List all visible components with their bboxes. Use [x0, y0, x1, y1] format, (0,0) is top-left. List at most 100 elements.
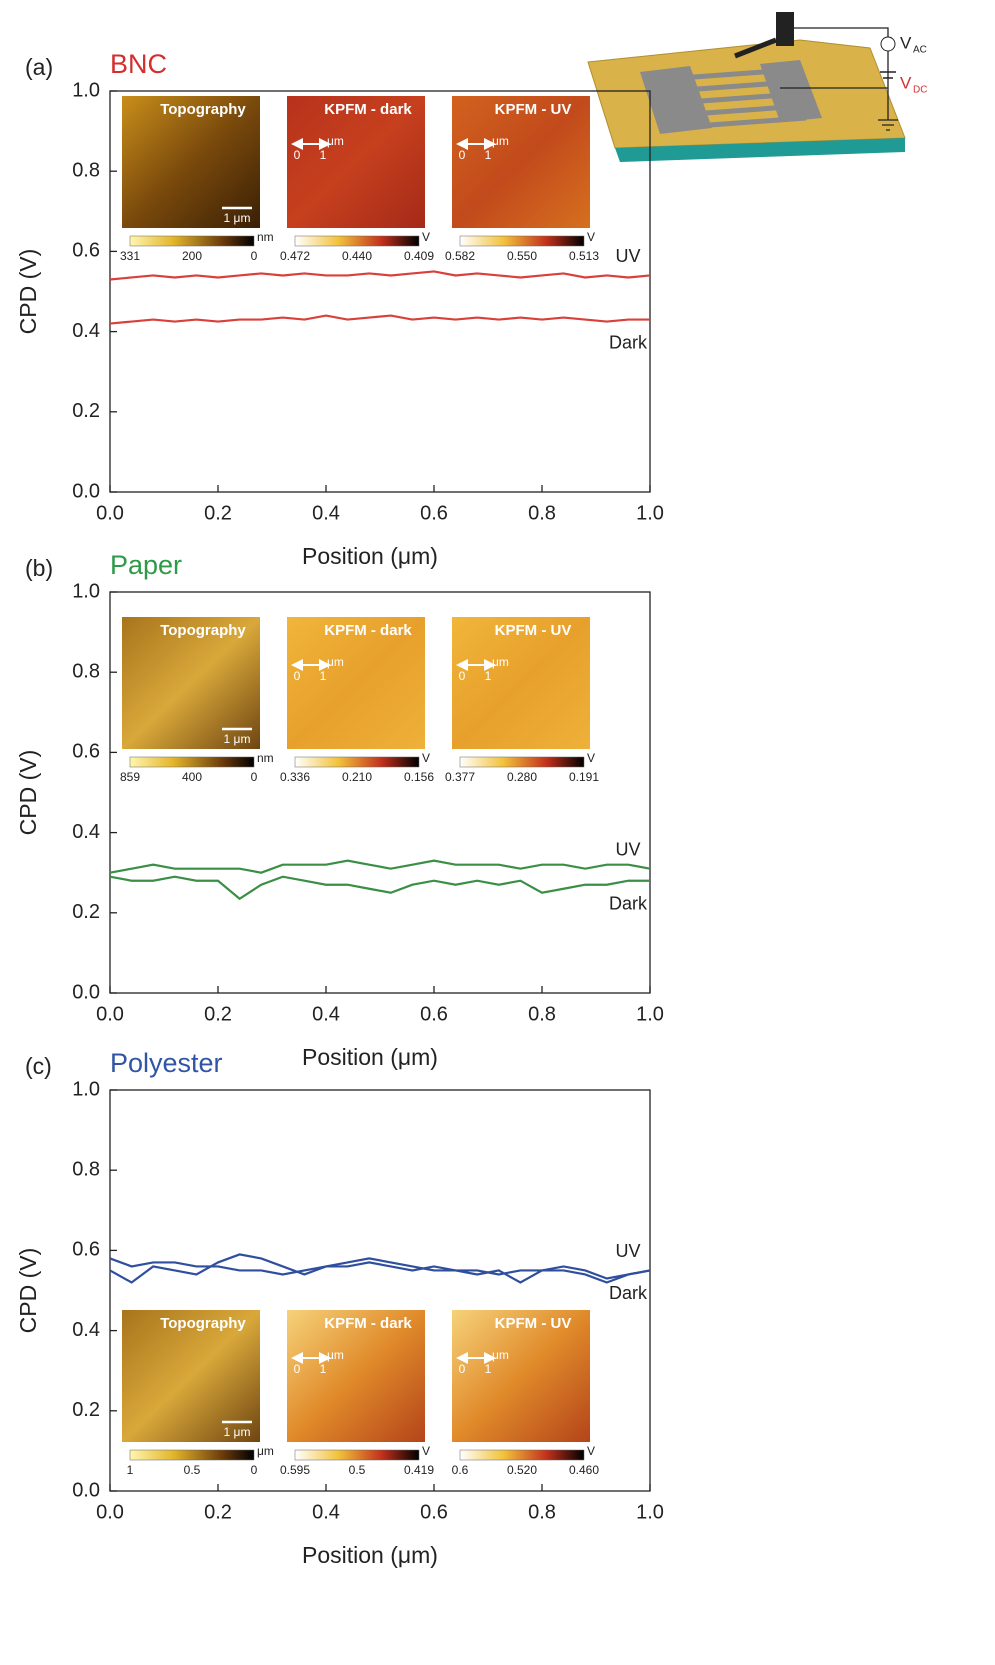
x-tick-label: 0.8: [528, 1501, 556, 1523]
colorbar-label: 0.419: [404, 1463, 434, 1477]
inset-title: KPFM - UV: [495, 101, 572, 118]
colorbar: [294, 1449, 420, 1461]
colorbar-unit: V: [587, 230, 595, 244]
arrow-label: 1: [485, 1362, 492, 1376]
colorbar-label: 859: [120, 770, 140, 784]
panel-title: BNC: [110, 49, 167, 79]
y-tick-label: 0.8: [72, 1158, 100, 1180]
inset-title: KPFM - dark: [324, 622, 412, 639]
series-label: UV: [615, 839, 640, 859]
colorbar: [129, 756, 255, 768]
scale-label: 1 μm: [224, 211, 251, 225]
colorbar-unit: nm: [257, 751, 274, 765]
panel-label: (b): [25, 555, 53, 581]
x-tick-label: 0.4: [312, 1003, 340, 1025]
colorbar-label: 0.513: [569, 249, 599, 263]
colorbar-label: 0: [251, 1463, 258, 1477]
colorbar-label: 0.460: [569, 1463, 599, 1477]
arrow-label: μm: [327, 655, 344, 669]
inset-image: [122, 617, 260, 749]
inset-title: KPFM - dark: [324, 1315, 412, 1332]
x-tick-label: 1.0: [636, 502, 664, 524]
panel: (b) Paper Topography 1 μm 859 400 0 nm KPFM - da…: [15, 550, 664, 1070]
x-tick-label: 1.0: [636, 1501, 664, 1523]
y-tick-label: 0.2: [72, 1399, 100, 1421]
y-tick-label: 0.8: [72, 159, 100, 181]
panel-title: Polyester: [110, 1048, 223, 1078]
x-tick-label: 0.0: [96, 1003, 124, 1025]
panel-label: (c): [25, 1053, 52, 1079]
arrow-label: 0: [294, 148, 301, 162]
colorbar: [459, 756, 585, 768]
arrow-label: 0: [294, 1362, 301, 1376]
arrow-label: 1: [485, 669, 492, 683]
colorbar-label: 331: [120, 249, 140, 263]
inset-image: [287, 1310, 425, 1442]
colorbar-label: 0.5: [184, 1463, 201, 1477]
series-label: Dark: [609, 1283, 648, 1303]
fingers: [679, 67, 807, 129]
arrow-label: 0: [459, 669, 466, 683]
colorbar-label: 0.409: [404, 249, 434, 263]
vac-label: V: [900, 33, 912, 52]
dc-source: [880, 71, 896, 79]
arrow-label: 0: [294, 669, 301, 683]
inset-image: [287, 617, 425, 749]
panel-label: (a): [25, 54, 53, 80]
arrow-label: 1: [320, 669, 327, 683]
inset-title: KPFM - UV: [495, 622, 572, 639]
arrow-label: 0: [459, 148, 466, 162]
inset-image: [452, 1310, 590, 1442]
y-tick-label: 0.0: [72, 981, 100, 1003]
x-tick-label: 0.6: [420, 502, 448, 524]
colorbar-label: 0.377: [445, 770, 475, 784]
colorbar-label: 0.6: [452, 1463, 469, 1477]
inset-title: KPFM - dark: [324, 101, 412, 118]
colorbar-label: 0.210: [342, 770, 372, 784]
colorbar: [459, 235, 585, 247]
x-tick-label: 0.2: [204, 1501, 232, 1523]
series-label: UV: [615, 1241, 640, 1261]
colorbar-label: 0.336: [280, 770, 310, 784]
colorbar-label: 0.280: [507, 770, 537, 784]
x-tick-label: 0.0: [96, 502, 124, 524]
series-line: [109, 1257, 651, 1280]
y-axis-label: CPD (V): [15, 750, 41, 836]
x-tick-label: 0.4: [312, 502, 340, 524]
y-axis-label: CPD (V): [15, 1248, 41, 1334]
inset-image: [452, 96, 590, 228]
arrow-label: μm: [327, 134, 344, 148]
colorbar-unit: nm: [257, 230, 274, 244]
panel: (a) BNC Topography 1 μm 331 200 0 nm KPFM - dark…: [15, 49, 664, 569]
y-tick-label: 0.0: [72, 480, 100, 502]
colorbar-label: 0.5: [349, 1463, 366, 1477]
series-label: Dark: [609, 332, 648, 352]
x-tick-label: 0.6: [420, 1501, 448, 1523]
series-line: [109, 859, 651, 874]
plot-frame: [109, 90, 651, 493]
colorbar-unit: V: [587, 1444, 595, 1458]
x-tick-label: 0.4: [312, 1501, 340, 1523]
inset-title: Topography: [160, 1315, 246, 1332]
x-tick-label: 0.0: [96, 1501, 124, 1523]
y-tick-label: 0.6: [72, 240, 100, 262]
vdc-label: V: [900, 73, 912, 92]
arrow-label: 0: [459, 1362, 466, 1376]
colorbar-label: 0.156: [404, 770, 434, 784]
probe: [776, 12, 794, 46]
colorbar-label: 0: [251, 770, 258, 784]
inset-image: [287, 96, 425, 228]
y-tick-label: 0.4: [72, 320, 100, 342]
colorbar-label: 0.472: [280, 249, 310, 263]
y-tick-label: 0.2: [72, 901, 100, 923]
inset-title: KPFM - UV: [495, 1315, 572, 1332]
series-line: [109, 270, 651, 281]
y-tick-label: 0.6: [72, 741, 100, 763]
colorbar-label: 0: [251, 249, 258, 263]
inset-title: Topography: [160, 101, 246, 118]
series-label: Dark: [609, 893, 648, 913]
cantilever: [734, 37, 777, 59]
colorbar-unit: V: [422, 1444, 430, 1458]
scale-label: 1 μm: [224, 732, 251, 746]
